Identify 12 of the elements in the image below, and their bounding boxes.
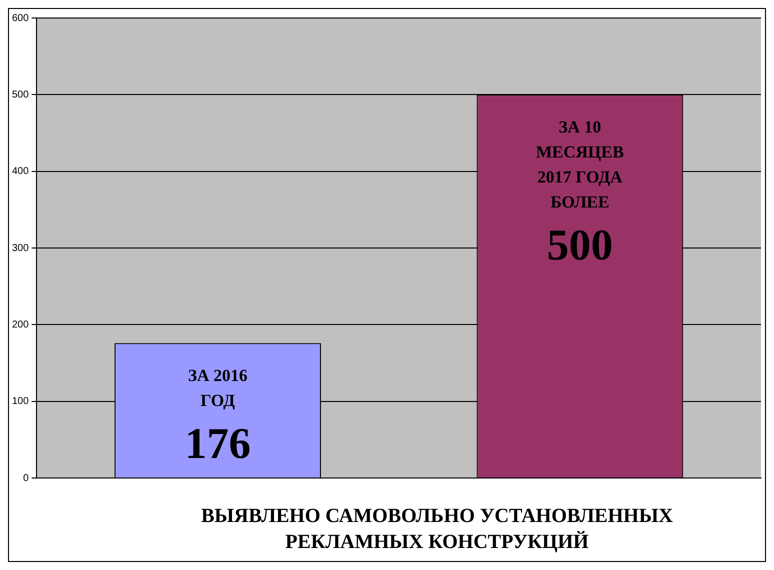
series-label: ЗА 10 МЕСЯЦЕВ 2017 ГОДА БОЛЕЕ	[536, 118, 624, 212]
data-label: 500	[546, 220, 613, 270]
y-tick-label: 400	[12, 166, 30, 178]
y-tick-label: 100	[12, 396, 30, 408]
data-label: 176	[184, 419, 251, 468]
y-tick-label: 300	[12, 242, 30, 254]
series-label: ЗА 2016 ГОД	[188, 366, 248, 410]
x-axis-title: ВЫЯВЛЕНО САМОВОЛЬНО УСТАНОВЛЕННЫХ РЕКЛАМНЫХ КОНСТРУКЦИЙ	[200, 504, 674, 555]
y-tick-label: 200	[12, 319, 30, 330]
y-tick-label: 500	[12, 89, 30, 100]
y-tick-label: 600	[12, 12, 30, 24]
y-tick-label: 0	[23, 472, 30, 484]
